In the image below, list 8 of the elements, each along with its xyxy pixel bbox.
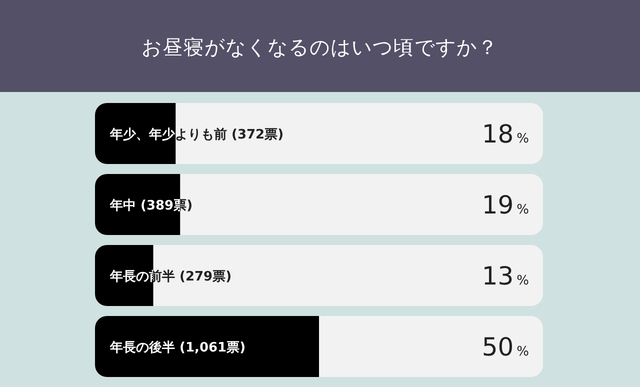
y-tick-label: 年長の後半 (1,061票): [109, 340, 246, 356]
chart-title: お昼寝がなくなるのはいつ頃ですか？: [142, 35, 498, 59]
y-tick-label: 年中 (389票): [109, 198, 193, 214]
data-label: 50%: [482, 332, 529, 362]
data-label: 18%: [482, 120, 529, 148]
bar: [95, 103, 176, 164]
data-label: 19%: [482, 190, 529, 220]
data-label: 13%: [482, 262, 529, 290]
